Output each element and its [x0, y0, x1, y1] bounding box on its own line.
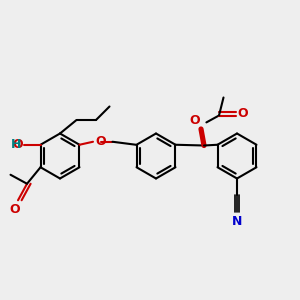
- Text: H: H: [11, 138, 21, 151]
- Text: O: O: [12, 138, 22, 151]
- Text: O: O: [9, 203, 20, 216]
- Text: N: N: [232, 215, 242, 228]
- Text: O: O: [95, 135, 106, 148]
- Text: O: O: [237, 107, 247, 120]
- Text: O: O: [189, 114, 200, 127]
